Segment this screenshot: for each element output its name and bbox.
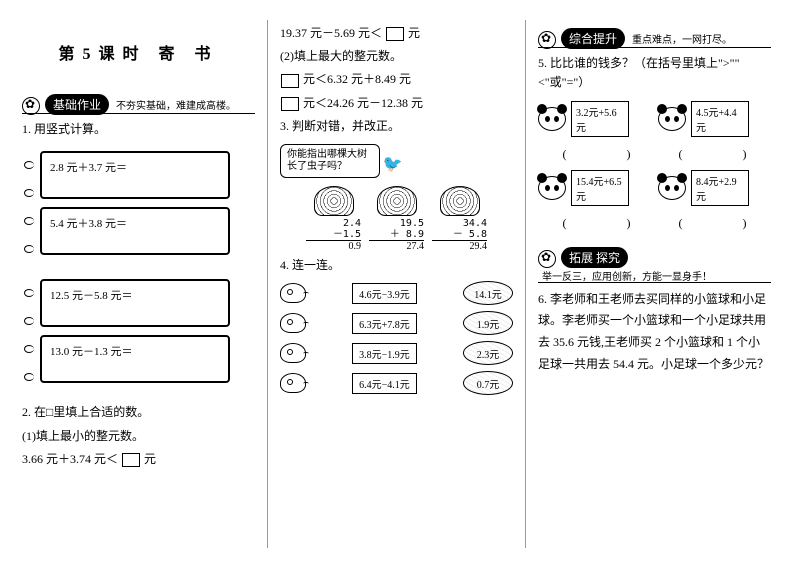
section-ext-header: 拓展 探究 举一反三，应用创新，方能一显身手！ bbox=[538, 247, 771, 283]
bird-icon: 🐦 bbox=[383, 156, 403, 173]
panda-sign-2: 4.5元+4.4元 bbox=[691, 101, 749, 137]
section-comp-label: 综合提升 bbox=[561, 28, 625, 49]
section-basic-label: 基础作业 bbox=[45, 94, 109, 115]
match-row-3[interactable]: 3.8元−1.9元 2.3元 bbox=[280, 341, 513, 365]
calc-card-4[interactable]: 13.0 元－1.3 元＝ bbox=[40, 335, 230, 383]
nest-2: 1.9元 bbox=[463, 311, 513, 335]
flower-icon bbox=[538, 250, 556, 268]
column-2: 19.37 元－5.69 元＜ 元 (2)填上最大的整元数。 元＜6.32 元＋… bbox=[268, 20, 526, 548]
q5-text: 5. 比比谁的钱多？（在括号里填上">""<"或"="） bbox=[538, 54, 771, 92]
panda-icon bbox=[538, 176, 566, 200]
answer-box[interactable] bbox=[281, 97, 299, 111]
q6-text: 6. 李老师和王老师去买同样的小篮球和小足球。李老师买一个小篮球和一个小足球共用… bbox=[538, 289, 771, 375]
match-area: 4.6元−3.9元 14.1元 6.3元+7.8元 1.9元 3.8元−1.9元… bbox=[280, 281, 513, 395]
panda-row-1: 3.2元+5.6元 4.5元+4.4元 bbox=[538, 101, 771, 137]
section-basic-sub: 不夯实基础，难建成高楼。 bbox=[116, 97, 236, 112]
q2-text: 2. 在□里填上合适的数。 bbox=[22, 403, 255, 422]
calc-card-2[interactable]: 5.4 元＋3.8 元＝ bbox=[40, 207, 230, 255]
section-comp-sub: 重点难点，一网打尽。 bbox=[632, 31, 732, 46]
stumps-row: 2.4－1.5 0.9 19.5＋ 8.9 27.4 34.4－ 5.8 29.… bbox=[280, 186, 513, 252]
stump-2[interactable]: 19.5＋ 8.9 27.4 bbox=[369, 186, 424, 252]
stump-icon bbox=[314, 186, 354, 216]
q2a-expr: 3.66 元＋3.74 元＜ 元 bbox=[22, 450, 255, 469]
pig-icon bbox=[280, 283, 306, 303]
notebook-right: 12.5 元－5.8 元＝ 13.0 元－1.3 元＝ bbox=[40, 279, 230, 391]
column-3: 综合提升 重点难点，一网打尽。 5. 比比谁的钱多？（在括号里填上">""<"或… bbox=[526, 20, 783, 548]
speech-bubble: 你能指出哪棵大树长了虫子吗？ bbox=[280, 144, 380, 178]
q3-text: 3. 判断对错，并改正。 bbox=[280, 117, 513, 136]
q4-text: 4. 连一连。 bbox=[280, 256, 513, 275]
answer-box[interactable] bbox=[281, 74, 299, 88]
l2b: 元＜24.26 元－12.38 元 bbox=[280, 94, 513, 113]
stump-3[interactable]: 34.4－ 5.8 29.4 bbox=[432, 186, 487, 252]
line1-left: 19.37 元－5.69 元＜ bbox=[280, 26, 382, 40]
panda-2[interactable]: 4.5元+4.4元 bbox=[658, 101, 768, 137]
speech-area: 你能指出哪棵大树长了虫子吗？ 🐦 bbox=[280, 144, 513, 178]
pig-icon bbox=[280, 313, 306, 333]
q2a-text: (1)填上最小的整元数。 bbox=[22, 427, 255, 446]
answer-box[interactable] bbox=[386, 27, 404, 41]
section-comp-header: 综合提升 重点难点，一网打尽。 bbox=[538, 28, 771, 48]
panda-4[interactable]: 8.4元+2.9元 bbox=[658, 170, 768, 206]
match-row-1[interactable]: 4.6元−3.9元 14.1元 bbox=[280, 281, 513, 305]
eq-4: 6.4元−4.1元 bbox=[352, 373, 417, 394]
q2b-text: (2)填上最大的整元数。 bbox=[280, 47, 513, 66]
stump-icon bbox=[440, 186, 480, 216]
flower-icon bbox=[22, 97, 40, 115]
pig-icon bbox=[280, 343, 306, 363]
pig-icon bbox=[280, 373, 306, 393]
flower-icon bbox=[538, 31, 556, 49]
notebook-left: 2.8 元＋3.7 元＝ 5.4 元＋3.8 元＝ bbox=[40, 151, 230, 263]
q1-text: 1. 用竖式计算。 bbox=[22, 120, 255, 139]
section-ext-label: 拓展 探究 bbox=[561, 247, 628, 268]
panda-sign-1: 3.2元+5.6元 bbox=[571, 101, 629, 137]
section-basic-header: 基础作业 不夯实基础，难建成高楼。 bbox=[22, 94, 255, 114]
paren-2[interactable]: ( ) ( ) bbox=[538, 214, 771, 231]
nest-4: 0.7元 bbox=[463, 371, 513, 395]
panda-row-2: 15.4元+6.5元 8.4元+2.9元 bbox=[538, 170, 771, 206]
stump-1[interactable]: 2.4－1.5 0.9 bbox=[306, 186, 361, 252]
line1: 19.37 元－5.69 元＜ 元 bbox=[280, 24, 513, 43]
panda-1[interactable]: 3.2元+5.6元 bbox=[538, 101, 648, 137]
nest-1: 14.1元 bbox=[463, 281, 513, 305]
l2a-text: 元＜6.32 元＋8.49 元 bbox=[303, 72, 411, 86]
answer-box[interactable] bbox=[122, 453, 140, 467]
q2a-unit: 元 bbox=[144, 452, 156, 466]
q2a-left: 3.66 元＋3.74 元＜ bbox=[22, 452, 118, 466]
l2a: 元＜6.32 元＋8.49 元 bbox=[280, 70, 513, 89]
eq-3: 3.8元−1.9元 bbox=[352, 343, 417, 364]
column-1: 第5课时 寄 书 基础作业 不夯实基础，难建成高楼。 1. 用竖式计算。 2.8… bbox=[10, 20, 268, 548]
eq-2: 6.3元+7.8元 bbox=[352, 313, 417, 334]
match-row-2[interactable]: 6.3元+7.8元 1.9元 bbox=[280, 311, 513, 335]
calc-card-1[interactable]: 2.8 元＋3.7 元＝ bbox=[40, 151, 230, 199]
panda-icon bbox=[658, 176, 686, 200]
panda-icon bbox=[658, 107, 686, 131]
nest-3: 2.3元 bbox=[463, 341, 513, 365]
calc-card-3[interactable]: 12.5 元－5.8 元＝ bbox=[40, 279, 230, 327]
line1-unit: 元 bbox=[408, 26, 420, 40]
l2b-text: 元＜24.26 元－12.38 元 bbox=[303, 96, 423, 110]
stump-icon bbox=[377, 186, 417, 216]
section-ext-sub: 举一反三，应用创新，方能一显身手！ bbox=[542, 268, 712, 283]
eq-1: 4.6元−3.9元 bbox=[352, 283, 417, 304]
panda-sign-3: 15.4元+6.5元 bbox=[571, 170, 629, 206]
panda-sign-4: 8.4元+2.9元 bbox=[691, 170, 749, 206]
match-row-4[interactable]: 6.4元−4.1元 0.7元 bbox=[280, 371, 513, 395]
paren-1[interactable]: ( ) ( ) bbox=[538, 145, 771, 162]
panda-icon bbox=[538, 107, 566, 131]
panda-3[interactable]: 15.4元+6.5元 bbox=[538, 170, 648, 206]
lesson-title: 第5课时 寄 书 bbox=[22, 40, 255, 64]
